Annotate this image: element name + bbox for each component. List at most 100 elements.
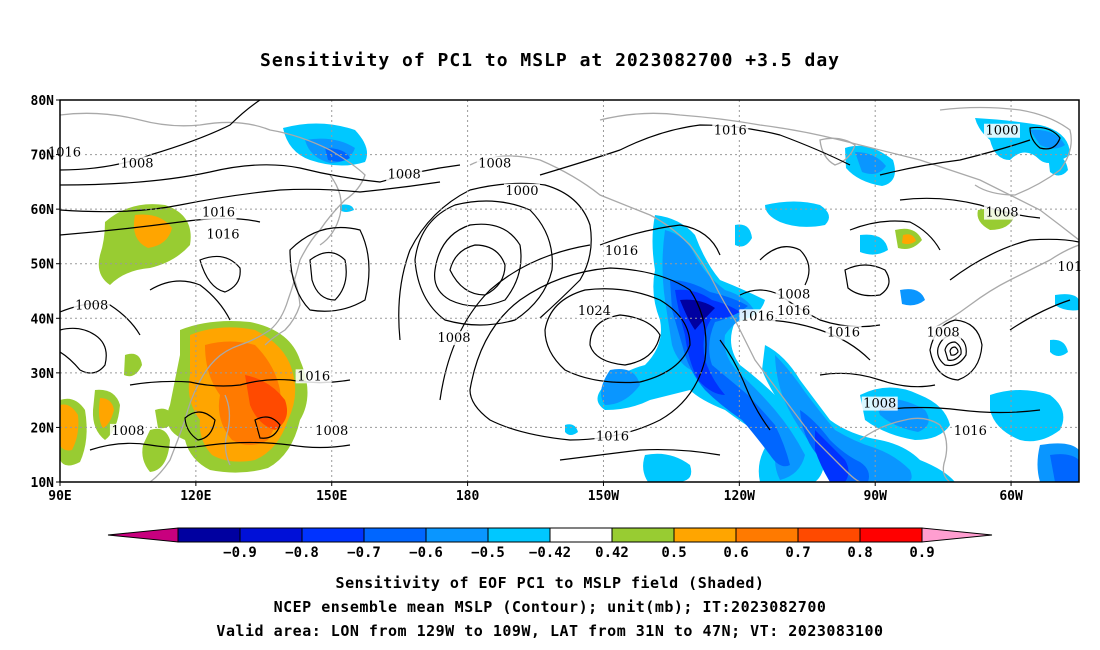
lon-tick-label: 90E [48,489,71,504]
contour-label: 1000 [985,124,1018,139]
negative-sensitivity-area [643,453,692,482]
negative-sensitivity-area [1048,154,1068,176]
negative-sensitivity-area [800,410,869,482]
contour-label: 1016 [777,304,810,319]
contour-label-bg [200,205,237,220]
colorbar-bin [301,527,365,543]
contour-label: 1016 [596,429,629,444]
colorbar-tick-label: 0.9 [909,545,934,561]
contour-1016 [60,217,261,236]
contour-label-bg [594,429,631,444]
coastline-philippines [224,394,231,466]
contour-1008 [414,200,553,326]
negative-sensitivity-area [565,424,578,435]
contour-1024 [589,314,661,366]
negative-sensitivity-area [775,355,912,482]
contour-1016 [759,319,871,361]
contour-1008 [254,416,281,439]
contour-label: 1016 [48,146,81,161]
contour-1008 [60,327,107,374]
contour-1000 [449,244,506,296]
lon-tick-label: 120E [180,489,211,504]
contour-label-bg [46,145,83,160]
lat-tick-label: 50N [31,258,55,273]
contour-1016 [719,339,771,431]
contour-label: 1016 [827,326,860,341]
contour-label: 1008 [927,326,960,341]
contour-label-bg [386,167,423,182]
colorbar-tick-label: −0.7 [347,545,381,561]
contour-label-bg [825,325,862,340]
contour-label-bg [925,325,962,340]
coastline-kamchatka [319,174,342,246]
contour-1016 [599,224,721,256]
contour-label: 1016 [714,124,747,139]
contour-1008 [60,100,261,171]
colorbar-bin [425,527,489,543]
contour-1000 [879,139,1031,176]
contour-1016 [60,181,441,213]
lat-tick-label: 20N [31,421,55,436]
contour-label-bg [1055,260,1084,275]
contour-1008 [819,372,936,388]
coastlines [60,106,1079,482]
lon-tick-label: 150E [316,489,347,504]
contour-label: 1008 [75,298,108,313]
contour-label: 1000 [505,184,538,199]
negative-sensitivity-area [601,369,640,405]
contour-1016 [289,226,370,312]
contour-label-bg [205,227,242,242]
contour-label: 1008 [315,424,348,439]
colorbar-tick-label: 0.5 [661,545,686,561]
colorbar: −0.9 −0.8 −0.7 −0.6 −0.5 −0.42 0.42 0.5 0.6 0.7 0.… [107,527,993,561]
colorbar-bin [487,527,551,543]
contour-1000 [433,223,522,307]
positive-sensitivity-area [124,353,142,377]
contour-label: 1016 [954,424,987,439]
colorbar-bin [735,527,799,543]
contour-label-bg [313,423,350,438]
contour-1016 [949,238,1079,281]
colorbar-bin [859,527,923,543]
colorbar-tick-label: 0.6 [723,545,748,561]
contour-label: 1016 [206,227,239,242]
negative-sensitivity-area [680,299,715,330]
positive-sensitivity-area [60,404,79,451]
contour-label: 1008 [985,206,1018,221]
contour-1016 [559,448,721,461]
contour-label-bg [576,303,613,318]
coastline-us-west [734,319,861,482]
contour-label: 1008 [478,156,511,171]
contour-label-bg [712,123,749,138]
contour-label-bg [118,156,155,171]
lon-tick-label: 60W [999,489,1023,504]
chart-title: Sensitivity of PC1 to MSLP at 2023082700… [259,50,840,71]
lat-tick-label: 40N [31,312,55,327]
contour-label: 1024 [578,304,611,319]
lat-tick-label: 10N [31,476,55,491]
negative-sensitivity-area [765,201,829,227]
colorbar-bin [239,527,303,543]
colorbar-bin [611,527,675,543]
contour-label: 1016 [297,369,330,384]
contour-label-bg [984,205,1021,220]
colorbar-tick-label: 0.7 [785,545,810,561]
coastline-greenland [939,106,1072,196]
colorbar-tick-label: −0.6 [409,545,443,561]
contour-1016 [879,406,1041,414]
gridlines [60,100,1079,482]
contour-1024 [544,288,691,384]
positive-sensitivity-area [155,408,175,429]
contour-label: 1008 [863,397,896,412]
contour-label: 1008 [388,167,421,182]
colorbar-bin [549,527,613,543]
negative-sensitivity-area [340,204,354,212]
positive-sensitivity-area [902,234,916,245]
negative-sensitivity-area [900,289,925,306]
colorbar-tick-label: 0.42 [595,545,629,561]
positive-sensitivity-area [133,214,172,248]
colorbar-tick-label: −0.9 [223,545,257,561]
contour-label-bg [603,243,640,258]
footer-line-3: Valid area: LON from 129W to 109W, LAT f… [216,622,884,640]
